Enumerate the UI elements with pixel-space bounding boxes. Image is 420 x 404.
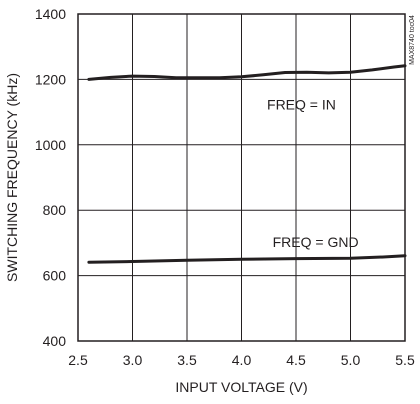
- y-tick-label: 1400: [35, 6, 66, 22]
- x-tick-label: 4.0: [232, 352, 252, 368]
- y-tick-label: 400: [43, 333, 67, 349]
- y-tick-label: 1200: [35, 71, 66, 87]
- plot-area-border: [77, 13, 406, 342]
- series-group: [87, 64, 407, 264]
- y-tick-label: 600: [43, 268, 67, 284]
- x-tick-label: 2.5: [68, 352, 88, 368]
- y-axis-label: SWITCHING FREQUENCY (kHz): [4, 73, 20, 282]
- x-tick-label: 5.5: [395, 352, 415, 368]
- y-axis-tick-labels: 400 600 800 1000 1200 1400: [35, 6, 66, 349]
- x-axis-tick-labels: 2.5 3.0 3.5 4.0 4.5 5.0 5.5: [68, 352, 415, 368]
- x-tick-label: 5.0: [341, 352, 361, 368]
- annotation-freq-gnd: FREQ = GND: [273, 234, 359, 250]
- y-tick-label: 800: [43, 202, 67, 218]
- series-line-freq-in: [87, 64, 407, 81]
- series-line-freq-gnd: [87, 254, 407, 264]
- grid: [78, 14, 405, 341]
- y-tick-label: 1000: [35, 137, 66, 153]
- x-tick-label: 4.5: [286, 352, 306, 368]
- x-axis-label: INPUT VOLTAGE (V): [175, 379, 307, 395]
- figure-id-label: MAX8740 toc04: [409, 15, 416, 65]
- x-tick-label: 3.0: [123, 352, 143, 368]
- x-tick-label: 3.5: [177, 352, 197, 368]
- annotation-freq-in: FREQ = IN: [267, 97, 336, 113]
